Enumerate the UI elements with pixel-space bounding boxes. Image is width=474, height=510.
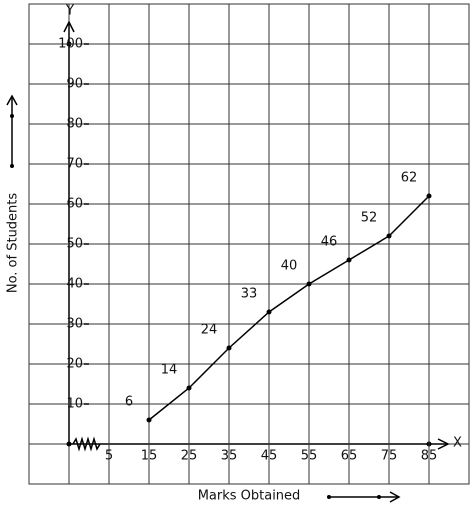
data-point (306, 281, 312, 287)
y-title: No. of Students (6, 193, 21, 294)
x-axis-arrow (437, 438, 450, 450)
direction-arrow (389, 491, 401, 503)
y-tick-label: 50 (66, 237, 83, 252)
data-label: 46 (321, 235, 338, 250)
data-label: 33 (241, 287, 258, 302)
direction-dot (377, 495, 381, 499)
y-tick-label: 80 (66, 117, 83, 132)
y-tick-label: 70 (66, 157, 83, 172)
y-tick-label: 10 (66, 397, 83, 412)
y-tick-label: 40 (66, 277, 83, 292)
data-line (148, 195, 430, 421)
data-point (386, 233, 392, 239)
origin-dot (66, 441, 72, 447)
y-tick-label: 60 (66, 197, 83, 212)
y-axis-arrow (63, 20, 75, 33)
direction-arrow (6, 94, 18, 106)
x-title: Marks Obtained (198, 489, 301, 504)
direction-dot (10, 114, 14, 118)
x-tick-label: 5 (105, 449, 113, 464)
x-axis-label: X (453, 436, 462, 451)
data-point (346, 257, 352, 263)
data-label: 40 (281, 259, 298, 274)
x-tick-label: 55 (301, 449, 318, 464)
x-tick-label: 45 (261, 449, 278, 464)
x-tick-label: 65 (341, 449, 358, 464)
axis-break (72, 436, 101, 452)
y-tick-label: 90 (66, 77, 83, 92)
data-label: 62 (401, 171, 418, 186)
data-label: 14 (161, 363, 178, 378)
data-label: 52 (361, 211, 378, 226)
data-point (226, 345, 232, 351)
direction-dot (10, 164, 14, 168)
data-point (426, 193, 432, 199)
y-tick-label: 30 (66, 317, 83, 332)
x-tick-label: 35 (221, 449, 238, 464)
data-label: 24 (201, 323, 218, 338)
data-point (146, 417, 152, 423)
y-axis-label: Y (65, 4, 74, 19)
y-tick-label: 100 (58, 37, 83, 52)
x-tick-label: 15 (141, 449, 158, 464)
data-point (186, 385, 192, 391)
x-tick-label: 75 (381, 449, 398, 464)
data-point (266, 309, 272, 315)
x-tick-label: 25 (181, 449, 198, 464)
y-tick-label: 20 (66, 357, 83, 372)
direction-dot (327, 495, 331, 499)
x-tick-label: 85 (421, 449, 438, 464)
data-label: 6 (125, 395, 133, 410)
